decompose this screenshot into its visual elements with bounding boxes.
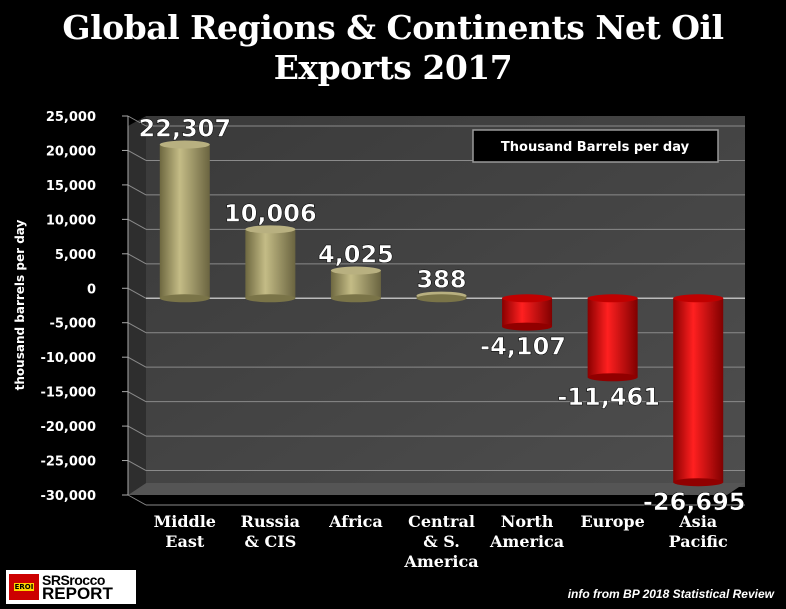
category-label: Middle East: [154, 512, 216, 551]
y-tick-label: -20,000: [40, 420, 96, 435]
bar-base: [159, 294, 210, 303]
bar: [587, 298, 638, 378]
gridline-side: [127, 356, 147, 368]
category-label-line: Africa: [328, 512, 383, 531]
plot-floor: [128, 483, 745, 495]
bar-value-label: 4,025: [318, 241, 394, 269]
category-label-line: Asia: [678, 512, 717, 531]
bar-value-label: -26,695: [643, 488, 746, 516]
y-tick-label: -25,000: [40, 455, 96, 470]
bar-cap: [245, 225, 296, 234]
title-line-2: Exports 2017: [273, 48, 513, 87]
bar: [330, 270, 381, 299]
logo-line-2: REPORT: [42, 584, 113, 603]
bar-value-label: 388: [416, 266, 466, 294]
bar-base: [587, 373, 638, 382]
bar-cap: [673, 294, 724, 303]
gridline-side: [127, 150, 147, 161]
gridline-side: [127, 115, 147, 127]
y-tick-label: 25,000: [46, 110, 96, 125]
y-tick-label: 20,000: [46, 144, 96, 159]
category-label: Asia Pacific: [669, 512, 728, 551]
bar-base: [673, 478, 724, 487]
bar-cap: [587, 294, 638, 303]
y-tick-label: -5,000: [49, 317, 96, 332]
y-tick-label: -10,000: [40, 351, 96, 366]
category-label: Africa: [328, 512, 383, 531]
logo-line-1: SRSrocco: [42, 572, 105, 588]
category-label-line: America: [489, 532, 564, 551]
legend-label: Thousand Barrels per day: [501, 140, 690, 155]
bar-base: [502, 322, 553, 331]
gridline-side: [127, 425, 147, 437]
gridline-side: [127, 184, 147, 196]
bar-base: [416, 294, 467, 303]
y-tick-label: 15,000: [46, 179, 96, 194]
bar-base: [245, 294, 296, 303]
bar: [159, 144, 210, 299]
y-tick-label: 0: [87, 282, 96, 297]
category-label: North America: [489, 512, 564, 551]
gridline-side: [127, 391, 147, 403]
category-label-line: & S.: [423, 532, 460, 551]
srsrocco-report-logo: EROI SRSrocco REPORT: [6, 570, 136, 604]
y-tick-label: 10,000: [46, 213, 96, 228]
bar-value-label: 10,006: [224, 199, 317, 227]
gridline-side: [127, 218, 147, 230]
eroi-map-icon: EROI: [9, 574, 39, 600]
title-line-1: Global Regions & Continents Net Oil: [62, 8, 724, 47]
category-label-line: America: [403, 552, 478, 571]
y-tick-label: -15,000: [40, 386, 96, 401]
bar: [502, 298, 553, 327]
category-label-line: East: [165, 532, 205, 551]
bar: [673, 298, 724, 483]
category-label: Russia & CIS: [241, 512, 300, 551]
category-label-line: Pacific: [669, 532, 728, 551]
plot-side-wall: [128, 116, 146, 495]
category-label: Europe: [580, 512, 644, 531]
bar-cap: [159, 140, 210, 149]
bar-base: [330, 294, 381, 303]
bar: [245, 229, 296, 299]
category-label-line: Middle: [154, 512, 216, 531]
bar-value-label: -4,107: [480, 333, 566, 361]
y-tick-label: 5,000: [55, 248, 96, 263]
gridline-side: [127, 460, 147, 471]
gridline-side: [127, 322, 147, 334]
category-label-line: Central: [408, 512, 475, 531]
bar-cap: [502, 294, 553, 303]
gridline-side: [127, 287, 147, 299]
gridline-side: [127, 494, 147, 506]
category-label-line: North: [501, 512, 554, 531]
chart-title: Global Regions & Continents Net Oil Expo…: [0, 8, 786, 88]
legend-box: [472, 129, 719, 163]
logo-badge: EROI: [13, 583, 35, 591]
source-note: info from BP 2018 Statistical Review: [567, 587, 774, 601]
y-tick-label: -30,000: [40, 489, 96, 504]
y-axis-label: thousand barrels per day: [13, 219, 27, 390]
category-label-line: Europe: [580, 512, 644, 531]
category-label: Central & S. America: [403, 512, 478, 571]
bar-cap: [330, 266, 381, 275]
bar-value-label: -11,461: [557, 383, 660, 411]
bar-value-label: 22,307: [138, 115, 231, 143]
gridline-side: [127, 253, 147, 265]
category-label-line: & CIS: [244, 532, 296, 551]
category-label-line: Russia: [241, 512, 300, 531]
